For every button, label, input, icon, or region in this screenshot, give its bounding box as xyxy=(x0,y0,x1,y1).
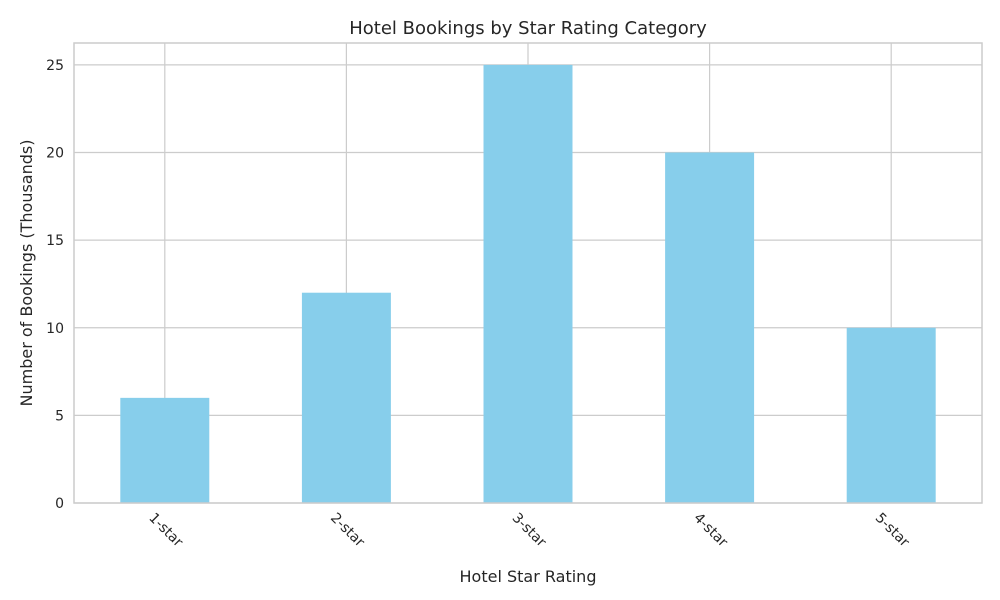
bar-3-star xyxy=(483,64,573,504)
y-tick-label: 5 xyxy=(55,408,64,424)
plot-frame xyxy=(73,42,983,504)
x-tick-label: 4-star xyxy=(690,510,731,551)
y-tick-label: 10 xyxy=(46,321,64,337)
y-axis-title: Number of Bookings (Thousands) xyxy=(17,140,36,407)
x-tick-label: 2-star xyxy=(327,510,368,551)
bar-4-star xyxy=(665,152,755,503)
y-tick-label: 20 xyxy=(46,146,64,162)
x-axis-title: Hotel Star Rating xyxy=(460,567,597,586)
x-tick-label: 5-star xyxy=(872,510,913,551)
y-tick-label: 25 xyxy=(46,58,64,74)
x-tick-label: 1-star xyxy=(145,510,186,551)
bar-5-star xyxy=(846,327,936,503)
y-tick-labels: 0 5 10 15 20 25 xyxy=(46,58,64,512)
y-tick-label: 15 xyxy=(46,233,64,249)
bar-1-star xyxy=(120,397,210,503)
chart-title: Hotel Bookings by Star Rating Category xyxy=(349,18,707,39)
x-tick-label: 3-star xyxy=(509,510,550,551)
bars xyxy=(120,64,936,504)
x-tick-labels: 1-star 2-star 3-star 4-star 5-star xyxy=(145,510,912,551)
bar-2-star xyxy=(301,292,391,503)
y-tick-label: 0 xyxy=(55,496,64,512)
